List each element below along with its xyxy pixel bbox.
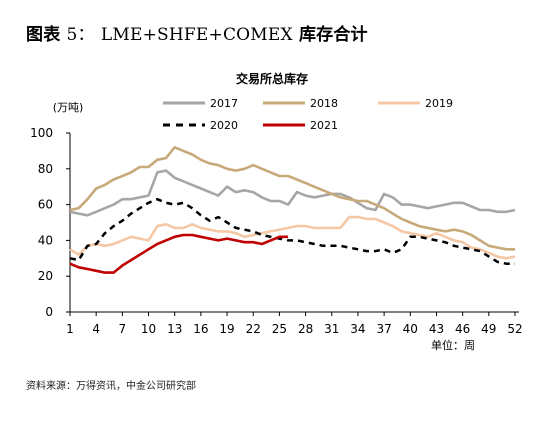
x-tick-label: 7 (119, 322, 127, 336)
series-line-2017 (69, 169, 516, 217)
legend: 2017 2018 2019 2020 2021 (163, 97, 453, 132)
x-tick-label: 43 (429, 322, 444, 336)
x-tick-label: 28 (298, 322, 313, 336)
y-tick-label: 60 (38, 198, 53, 212)
legend-label-2021: 2021 (310, 119, 338, 132)
series-line-2018 (69, 146, 515, 251)
x-tick-label: 1 (66, 322, 74, 336)
y-tick-label: 40 (38, 233, 53, 247)
axes: 0 20 40 60 80 100 1 4 7 10 13 16 19 22 25 28 31 34 37 40 43 4… (30, 101, 523, 352)
x-tick-label: 25 (272, 322, 287, 336)
figure-suffix: 库存合计 (298, 25, 368, 45)
y-tick-label: 20 (38, 269, 53, 283)
x-tick-label: 52 (507, 322, 522, 336)
figure-name: LME+SHFE+COMEX (100, 25, 293, 45)
chart-title: 交易所总库存 (235, 72, 308, 86)
series-lines (69, 146, 516, 274)
x-axis-label: 单位：周 (431, 338, 475, 352)
x-tick-label: 4 (92, 322, 100, 336)
x-tick-label: 49 (481, 322, 496, 336)
y-tick-label: 0 (45, 305, 53, 319)
figure-number: 5： (66, 25, 95, 45)
x-tick-label: 13 (167, 322, 182, 336)
x-tick-label: 16 (193, 322, 208, 336)
legend-label-2020: 2020 (210, 119, 238, 132)
x-tick-label: 40 (403, 322, 418, 336)
series-line-2020 (69, 197, 515, 265)
figure-title: 图表 5： LME+SHFE+COMEX 库存合计 (26, 20, 368, 45)
series-line-2019 (69, 215, 516, 260)
legend-label-2017: 2017 (210, 97, 238, 110)
figure-label: 图表 (26, 25, 61, 45)
x-tick-label: 37 (376, 322, 391, 336)
y-tick-label: 100 (30, 126, 53, 140)
legend-label-2018: 2018 (310, 97, 338, 110)
source-note: 资料来源：万得资讯，中金公司研究部 (26, 381, 196, 392)
series-line-2021 (69, 233, 289, 274)
x-tick-label: 31 (324, 322, 339, 336)
y-tick-label: 80 (38, 162, 53, 176)
legend-label-2019: 2019 (425, 97, 453, 110)
x-tick-label: 34 (350, 322, 365, 336)
y-axis-label: (万吨) (53, 101, 84, 114)
x-tick-label: 19 (219, 322, 234, 336)
x-tick-label: 10 (141, 322, 156, 336)
x-tick-label: 22 (246, 322, 261, 336)
x-tick-label: 46 (455, 322, 470, 336)
